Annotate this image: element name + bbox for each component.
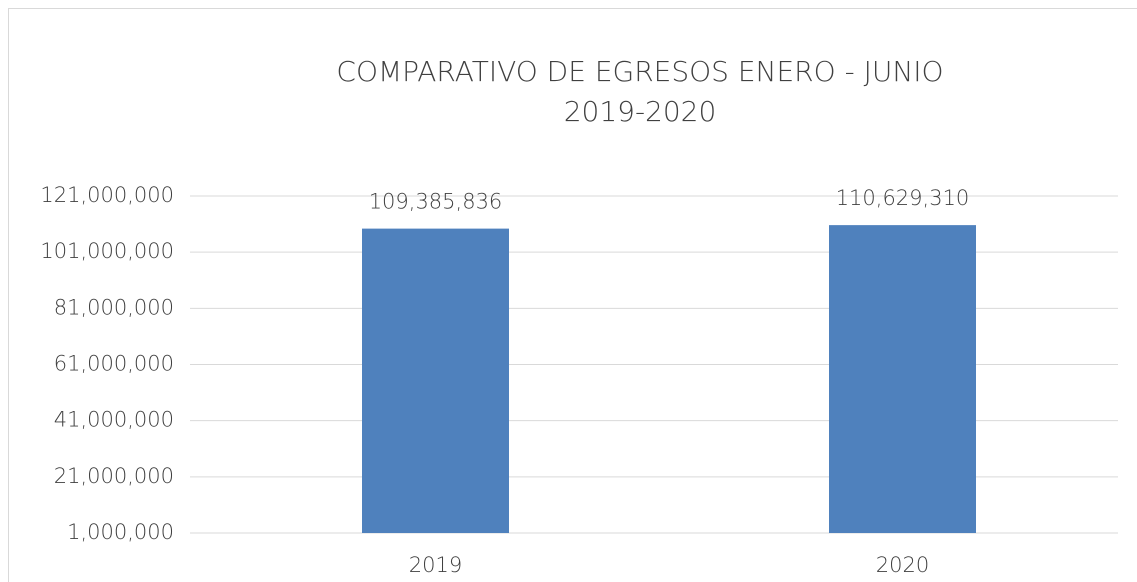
data-label: 110,629,310	[836, 186, 970, 210]
data-label: 109,385,836	[369, 190, 503, 214]
chart-frame	[8, 8, 1137, 582]
y-tick-label: 1,000,000	[67, 520, 174, 544]
bar	[362, 228, 509, 533]
chart-title: COMPARATIVO DE EGRESOS ENERO - JUNIO	[336, 55, 943, 88]
y-tick-label: 21,000,000	[54, 464, 174, 488]
y-tick-label: 101,000,000	[40, 239, 174, 263]
bar	[829, 225, 976, 533]
x-tick-label: 2019	[409, 553, 462, 577]
y-tick-label: 61,000,000	[54, 352, 174, 376]
y-tick-label: 81,000,000	[54, 295, 174, 319]
y-tick-label: 41,000,000	[54, 408, 174, 432]
x-tick-label: 2020	[876, 553, 929, 577]
chart-title: 2019-2020	[564, 95, 717, 128]
y-tick-label: 121,000,000	[40, 183, 174, 207]
